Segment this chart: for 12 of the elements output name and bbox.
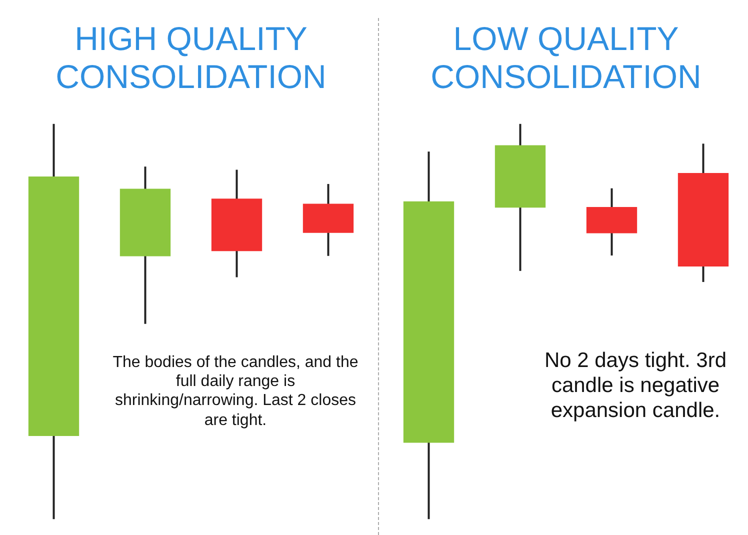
candlestick [302,182,354,257]
candlestick [211,168,262,278]
candlestick [28,122,80,520]
candlestick [494,122,546,272]
candlestick [120,166,171,325]
annotation: The bodies of the candles, and the full daily range is shrinking/narrowing. Last 2 closes are tight. [112,353,360,430]
candlestick [403,150,454,520]
annotation: No 2 days tight. 3rd candle is negative expansion candle. [543,348,728,424]
chart-title: HIGH QUALITY CONSOLIDATION [54,19,328,97]
chart-title: LOW QUALITY CONSOLIDATION [430,19,702,97]
candlestick [678,142,729,283]
candlestick [586,187,638,257]
